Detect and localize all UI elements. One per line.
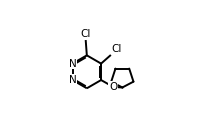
- Text: Cl: Cl: [81, 29, 91, 39]
- Text: Cl: Cl: [112, 44, 122, 54]
- Text: N: N: [69, 75, 76, 85]
- Text: N: N: [69, 59, 76, 69]
- Text: O: O: [109, 82, 117, 92]
